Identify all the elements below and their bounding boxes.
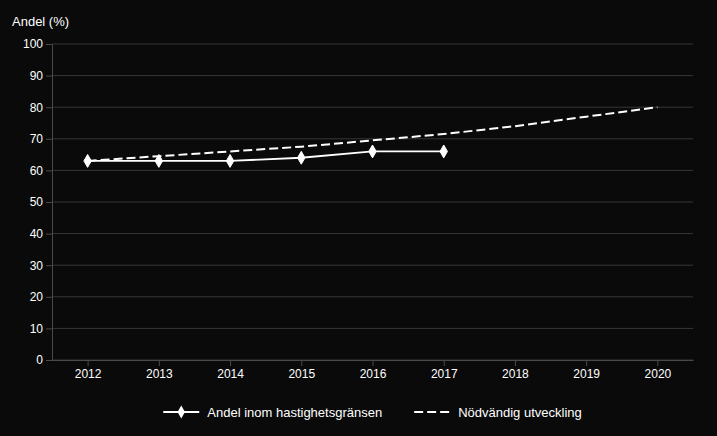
- tick-label: 70: [30, 132, 44, 146]
- chart: 2012 2013 2014 2015 2016 2017 2018 2019 2020 0 10 2…: [0, 0, 717, 436]
- tick-label: 30: [30, 259, 44, 273]
- tick: 2020: [645, 360, 672, 381]
- tick-label: 20: [30, 290, 44, 304]
- grid-line: [52, 107, 693, 108]
- tick-mark: [46, 234, 52, 235]
- tick-mark: [46, 360, 52, 361]
- series-line: [88, 107, 658, 161]
- tick-mark: [46, 44, 52, 45]
- tick-label: 2015: [288, 367, 315, 381]
- tick-label: 2019: [573, 367, 600, 381]
- tick: 30: [30, 259, 52, 273]
- grid-line: [52, 138, 693, 139]
- tick-mark: [301, 360, 302, 366]
- tick-label: 2012: [75, 367, 102, 381]
- tick-label: 100: [23, 37, 43, 51]
- tick-mark: [657, 360, 658, 366]
- grid-line: [52, 328, 693, 329]
- tick-mark: [373, 360, 374, 366]
- tick: 50: [30, 195, 52, 209]
- marker: [440, 145, 447, 158]
- tick-label: 2016: [360, 367, 387, 381]
- tick-label: 60: [30, 164, 44, 178]
- marker: [155, 154, 162, 167]
- x-axis: 2012 2013 2014 2015 2016 2017 2018 2019 2020: [53, 360, 694, 381]
- marks: [84, 107, 657, 167]
- tick-mark: [46, 202, 52, 203]
- tick-mark: [586, 360, 587, 366]
- grid-line: [52, 170, 693, 171]
- marker: [84, 154, 91, 167]
- tick-label: 80: [30, 101, 44, 115]
- tick: 70: [30, 132, 52, 146]
- tick: 2018: [502, 360, 529, 381]
- tick: 2019: [573, 360, 600, 381]
- legend-label: Andel inom hastighetsgränsen: [207, 405, 382, 420]
- legend-item: Nödvändig utveckling: [414, 405, 582, 420]
- legend-label: Nödvändig utveckling: [458, 405, 582, 420]
- grid-line: [52, 202, 693, 203]
- tick-mark: [46, 107, 52, 108]
- tick-mark: [46, 76, 52, 77]
- tick: 10: [30, 322, 52, 336]
- tick-mark: [230, 360, 231, 366]
- tick: 2015: [288, 360, 315, 381]
- series-line: [88, 151, 444, 160]
- tick: 2013: [146, 360, 173, 381]
- grid-line: [52, 296, 693, 297]
- marker: [369, 145, 376, 158]
- tick-mark: [159, 360, 160, 366]
- tick-label: 2017: [431, 367, 458, 381]
- tick-label: 2018: [502, 367, 529, 381]
- grid: [52, 44, 693, 360]
- y-axis: 0 10 20 30 40 50 60 70 80 90 100: [23, 37, 53, 367]
- tick-label: 40: [30, 227, 44, 241]
- tick: 20: [30, 290, 52, 304]
- tick-label: 2014: [217, 367, 244, 381]
- tick: 2017: [431, 360, 458, 381]
- tick-label: 10: [30, 322, 44, 336]
- tick: 90: [30, 69, 52, 83]
- marker: [298, 151, 305, 164]
- tick: 80: [30, 101, 52, 115]
- axis-line: [52, 45, 53, 361]
- tick-mark: [46, 170, 52, 171]
- tick-label: 90: [30, 69, 44, 83]
- tick: 2012: [75, 360, 102, 381]
- tick-mark: [444, 360, 445, 366]
- tick-mark: [515, 360, 516, 366]
- tick-mark: [46, 265, 52, 266]
- marker: [226, 154, 233, 167]
- tick: 40: [30, 227, 52, 241]
- grid-line: [52, 75, 693, 76]
- tick-mark: [46, 139, 52, 140]
- tick-mark: [46, 328, 52, 329]
- tick: 100: [23, 37, 52, 51]
- legend-swatch: [414, 411, 450, 413]
- grid-line: [52, 44, 693, 45]
- tick-label: 0: [36, 353, 43, 367]
- tick-mark: [88, 360, 89, 366]
- tick-label: 2013: [146, 367, 173, 381]
- tick: 2016: [360, 360, 387, 381]
- y-axis-label: Andel (%): [12, 14, 69, 29]
- tick: 2014: [217, 360, 244, 381]
- tick: 60: [30, 164, 52, 178]
- grid-line: [52, 233, 693, 234]
- legend: Andel inom hastighetsgränsen Nödvändig ut…: [163, 405, 581, 420]
- legend-item: Andel inom hastighetsgränsen: [163, 405, 382, 420]
- tick-label: 2020: [645, 367, 672, 381]
- background: [0, 0, 717, 436]
- plot: 2012 2013 2014 2015 2016 2017 2018 2019 2020 0 10 2…: [23, 37, 694, 380]
- legend-marker: [178, 406, 185, 419]
- grid-line: [52, 265, 693, 266]
- tick: 0: [36, 353, 52, 367]
- tick-mark: [46, 297, 52, 298]
- tick-label: 50: [30, 195, 44, 209]
